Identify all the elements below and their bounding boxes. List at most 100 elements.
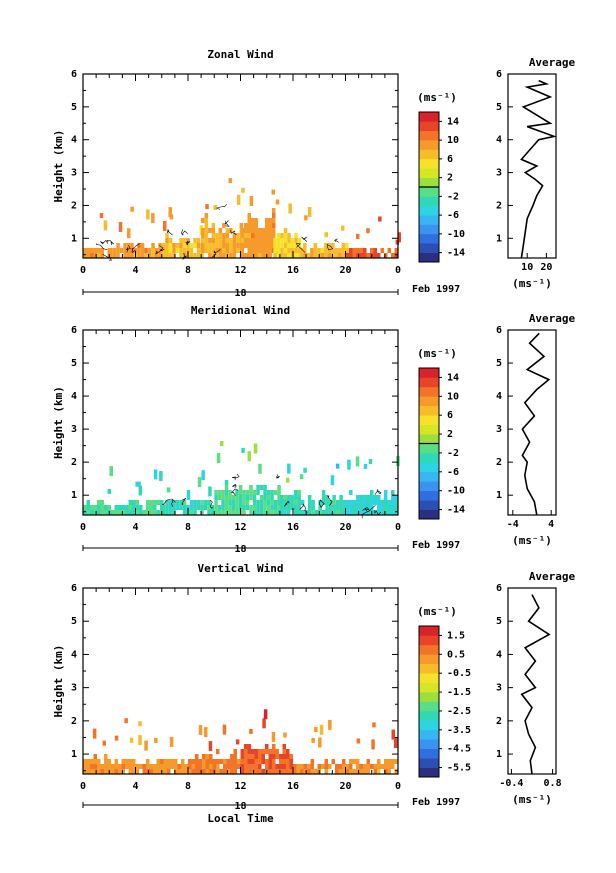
colorbar-swatch bbox=[419, 500, 439, 510]
data-cell bbox=[366, 759, 370, 764]
data-cell bbox=[268, 759, 272, 764]
data-cell bbox=[188, 764, 192, 769]
data-cell bbox=[377, 759, 381, 764]
data-cell bbox=[283, 243, 288, 248]
data-cell bbox=[247, 754, 251, 759]
data-cell bbox=[349, 510, 353, 515]
data-cell bbox=[193, 238, 197, 243]
data-cell bbox=[224, 485, 229, 490]
y-tick-label: 2 bbox=[71, 200, 77, 211]
data-cell bbox=[172, 510, 176, 515]
data-cell bbox=[377, 505, 381, 510]
data-cell bbox=[277, 485, 281, 490]
data-cell bbox=[146, 505, 150, 510]
data-cell bbox=[324, 759, 328, 764]
data-cell bbox=[247, 213, 251, 218]
data-cell bbox=[293, 764, 297, 769]
data-cell bbox=[290, 248, 295, 253]
zero-contour bbox=[327, 495, 333, 506]
data-cell bbox=[142, 769, 146, 774]
data-cell bbox=[149, 764, 153, 769]
data-cell bbox=[225, 238, 230, 243]
data-cell bbox=[156, 764, 160, 769]
data-cell bbox=[319, 724, 324, 735]
colorbar-swatch bbox=[419, 635, 439, 646]
data-cell bbox=[223, 764, 227, 769]
data-cell bbox=[293, 510, 298, 515]
avg-y-tick-label: 6 bbox=[496, 325, 502, 336]
data-cell bbox=[294, 238, 298, 243]
data-cell bbox=[252, 495, 257, 500]
data-cell bbox=[90, 505, 94, 510]
colorbar-swatch bbox=[419, 205, 439, 216]
data-cell bbox=[325, 500, 329, 505]
data-cell bbox=[86, 500, 90, 505]
data-cell bbox=[273, 253, 277, 258]
data-cell bbox=[380, 500, 384, 505]
data-cell bbox=[241, 447, 245, 453]
data-cell bbox=[153, 500, 157, 505]
data-cell bbox=[188, 759, 192, 764]
data-cell bbox=[144, 253, 148, 258]
data-cell bbox=[261, 754, 265, 759]
data-cell bbox=[201, 238, 205, 243]
data-cell bbox=[263, 485, 267, 490]
data-cell bbox=[130, 206, 134, 212]
data-cell bbox=[258, 754, 262, 759]
data-cell bbox=[219, 769, 223, 774]
colorbar-swatch bbox=[419, 158, 439, 169]
data-cell bbox=[229, 238, 233, 243]
avg-y-tick-label: 4 bbox=[496, 135, 502, 146]
colorbar-swatch bbox=[419, 443, 439, 454]
data-cell bbox=[114, 505, 118, 510]
data-cell bbox=[208, 741, 213, 752]
y-tick-label: 4 bbox=[71, 391, 77, 402]
data-cell bbox=[222, 223, 226, 228]
data-cell bbox=[174, 769, 178, 774]
data-cell bbox=[373, 769, 377, 774]
data-cell bbox=[100, 505, 104, 510]
data-cell bbox=[156, 510, 160, 515]
data-cell bbox=[193, 510, 197, 515]
data-cell bbox=[97, 500, 101, 505]
data-cell bbox=[293, 490, 298, 495]
y-tick-label: 2 bbox=[71, 716, 77, 727]
average-profile: Average 1 2 3 4 5 6 -4 4 (ms⁻¹) bbox=[496, 312, 576, 547]
data-cell bbox=[127, 228, 131, 239]
zero-contour bbox=[182, 252, 187, 260]
data-cell bbox=[168, 253, 173, 258]
data-cell bbox=[335, 769, 339, 774]
data-cell bbox=[286, 769, 290, 774]
data-cell bbox=[125, 764, 129, 769]
colorbar-swatch bbox=[419, 386, 439, 397]
data-cell bbox=[83, 248, 87, 253]
data-cell bbox=[205, 759, 209, 764]
data-cell bbox=[114, 759, 118, 764]
colorbar-swatch bbox=[419, 673, 439, 683]
data-cell bbox=[97, 769, 101, 774]
data-cell bbox=[349, 505, 353, 510]
data-cell bbox=[212, 759, 216, 764]
colorbar-tick-label: -5.5 bbox=[447, 763, 471, 774]
data-cell bbox=[231, 500, 236, 505]
data-cell bbox=[359, 500, 363, 505]
data-cell bbox=[249, 510, 253, 515]
avg-y-tick-label: 3 bbox=[496, 683, 502, 694]
data-cell bbox=[282, 744, 286, 749]
data-cell bbox=[165, 505, 169, 510]
data-cell bbox=[240, 764, 244, 769]
data-cell bbox=[209, 759, 213, 764]
chart-title: Zonal Wind bbox=[207, 48, 273, 61]
zero-contour bbox=[230, 230, 237, 236]
data-cell bbox=[259, 500, 264, 505]
data-cell bbox=[191, 769, 195, 774]
data-cell bbox=[254, 243, 258, 248]
y-tick-label: 4 bbox=[71, 649, 77, 660]
colorbar-tick-label: -0.5 bbox=[447, 668, 471, 679]
data-cell bbox=[238, 500, 243, 505]
data-cell bbox=[197, 477, 202, 488]
average-profile: Average 1 2 3 4 5 6 10 20 (ms⁻¹) bbox=[496, 56, 576, 290]
data-cell bbox=[100, 764, 104, 769]
data-cell bbox=[261, 769, 265, 774]
data-cell bbox=[217, 495, 222, 500]
